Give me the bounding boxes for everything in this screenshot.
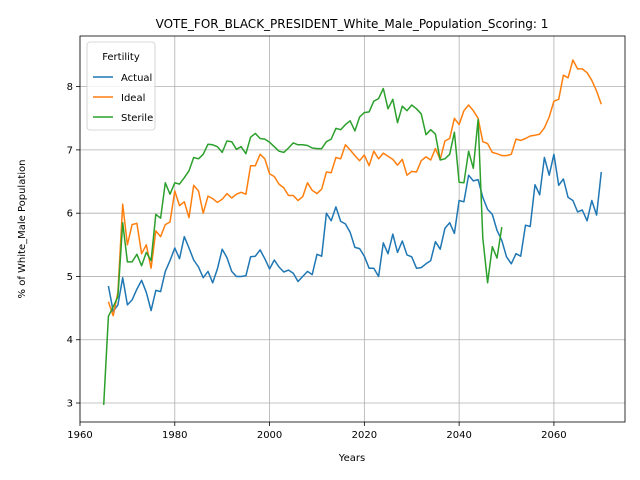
series-lines xyxy=(102,59,603,405)
series-line-actual xyxy=(107,153,603,313)
legend-label-actual: Actual xyxy=(121,73,152,84)
y-tick-label: 7 xyxy=(67,145,73,156)
x-tick-label: 2060 xyxy=(541,430,566,441)
x-axis: 1960 1980 2000 2020 2040 2060 xyxy=(67,422,567,441)
y-tick-label: 3 xyxy=(67,399,73,410)
x-axis-label: Years xyxy=(338,453,365,464)
legend-label-sterile: Sterile xyxy=(121,113,153,124)
plot-frame xyxy=(79,35,626,423)
series-line-ideal xyxy=(107,59,603,317)
x-tick-label: 1960 xyxy=(67,430,92,441)
x-tick-label: 1980 xyxy=(162,430,187,441)
y-tick-label: 8 xyxy=(67,82,73,93)
y-axis-label: % of White_Male Population xyxy=(17,160,28,299)
y-axis: 3 4 5 6 7 8 xyxy=(67,82,80,410)
legend: Fertility Actual Ideal Sterile xyxy=(86,41,156,131)
x-tick-label: 2020 xyxy=(352,430,377,441)
y-tick-label: 6 xyxy=(67,209,73,220)
x-tick-label: 2040 xyxy=(446,430,471,441)
y-tick-label: 4 xyxy=(67,335,73,346)
x-tick-label: 2000 xyxy=(257,430,282,441)
legend-label-ideal: Ideal xyxy=(121,93,145,104)
legend-title: Fertility xyxy=(102,52,140,63)
legend-box xyxy=(86,41,156,131)
series-line-sterile xyxy=(102,87,503,405)
grid xyxy=(79,36,625,422)
chart-title: VOTE_FOR_BLACK_PRESIDENT_White_Male_Popu… xyxy=(156,17,549,31)
y-tick-label: 5 xyxy=(67,272,73,283)
